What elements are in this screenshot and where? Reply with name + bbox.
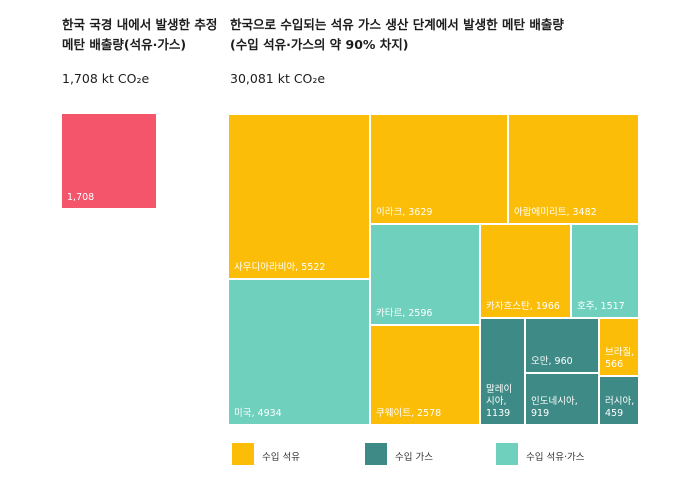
treemap-cell-label-line: 카자흐스탄, 1966 xyxy=(486,301,560,312)
treemap-cell: 카타르, 2596 xyxy=(370,224,480,325)
legend-swatch-oil xyxy=(232,443,254,465)
treemap-cell: 인도네시아, 919 xyxy=(525,373,599,425)
treemap-cell-label-line: 인도네시아, xyxy=(531,396,578,407)
treemap-cell: 쿠웨이트, 2578 xyxy=(370,325,480,425)
treemap-cell-label-line: 919 xyxy=(531,408,550,419)
treemap-cell: 호주, 1517 xyxy=(571,224,639,318)
imported-total: 30,081 kt CO₂e xyxy=(230,71,326,86)
treemap-cell-label-line: 오만, 960 xyxy=(531,356,573,367)
treemap-cell-label: 쿠웨이트, 2578 xyxy=(376,408,441,420)
treemap-cell-label-line: 미국, 4934 xyxy=(234,408,282,419)
domestic-emission-label: 1,708 xyxy=(67,192,95,203)
domestic-title: 한국 국경 내에서 발생한 추정 메탄 배출량(석유·가스) xyxy=(62,15,222,55)
legend-swatch-gas xyxy=(365,443,387,465)
imported-title-line1: 한국으로 수입되는 석유 가스 생산 단계에서 발생한 메탄 배출량 xyxy=(230,17,564,32)
treemap-cell-label: 오만, 960 xyxy=(531,356,573,368)
treemap-cell-label-line: 이라크, 3629 xyxy=(376,207,433,218)
treemap-cell-label-line: 사우디아라비아, 5522 xyxy=(234,262,326,273)
treemap-cell: 미국, 4934 xyxy=(228,279,370,425)
treemap-cell: 말레이 시아, 1139 xyxy=(480,318,525,425)
treemap-cell: 사우디아라비아, 5522 xyxy=(228,114,370,279)
treemap-cell-label-line: 566 xyxy=(605,359,624,370)
treemap-cell-label-line: 러시아, xyxy=(605,396,635,407)
legend-label-gas: 수입 가스 xyxy=(395,452,433,463)
treemap-cell: 러시아, 459 xyxy=(599,376,639,425)
treemap-cell-label: 카자흐스탄, 1966 xyxy=(486,301,560,313)
treemap-cell-label: 브라질, 566 xyxy=(605,347,634,371)
treemap-cell-label-line: 459 xyxy=(605,408,624,419)
domestic-title-line2: 메탄 배출량(석유·가스) xyxy=(62,37,187,52)
treemap-cell-label: 아랍에미리트, 3482 xyxy=(514,207,597,219)
treemap-cell: 카자흐스탄, 1966 xyxy=(480,224,571,318)
domestic-title-line1: 한국 국경 내에서 발생한 추정 xyxy=(62,17,218,32)
treemap-cell-label: 사우디아라비아, 5522 xyxy=(234,262,325,274)
treemap-cell: 아랍에미리트, 3482 xyxy=(508,114,639,224)
legend-label-oil: 수입 석유 xyxy=(262,452,300,463)
treemap-cell-label: 이라크, 3629 xyxy=(376,207,432,219)
domestic-emission-box: 1,708 xyxy=(62,114,156,208)
legend-label-oil-gas: 수입 석유·가스 xyxy=(526,452,585,463)
treemap-cell-label-line: 시아, xyxy=(486,396,507,407)
treemap-cell-label: 카타르, 2596 xyxy=(376,308,432,320)
treemap-cell: 브라질, 566 xyxy=(599,318,639,376)
imported-title: 한국으로 수입되는 석유 가스 생산 단계에서 발생한 메탄 배출량 (수입 석… xyxy=(230,15,650,55)
treemap-cell-label-line: 아랍에미리트, 3482 xyxy=(514,207,597,218)
treemap-cell-label: 인도네시아, 919 xyxy=(531,396,578,420)
treemap-cell-label-line: 1139 xyxy=(486,408,511,419)
treemap-cell-label: 러시아, 459 xyxy=(605,396,634,420)
treemap-cell-label: 말레이 시아, 1139 xyxy=(486,384,512,420)
legend-swatch-oil-gas xyxy=(496,443,518,465)
treemap-cell-label: 호주, 1517 xyxy=(577,301,625,313)
treemap-cell-label-line: 브라질, xyxy=(605,347,635,358)
treemap-cell: 오만, 960 xyxy=(525,318,599,373)
imported-title-line2: (수입 석유·가스의 약 90% 차지) xyxy=(230,37,409,52)
treemap-cell-label: 미국, 4934 xyxy=(234,408,282,420)
domestic-total: 1,708 kt CO₂e xyxy=(62,71,150,86)
treemap-cell-label-line: 쿠웨이트, 2578 xyxy=(376,408,442,419)
treemap-cell: 이라크, 3629 xyxy=(370,114,508,224)
treemap-cell-label-line: 카타르, 2596 xyxy=(376,308,433,319)
treemap-cell-label-line: 말레이 xyxy=(486,384,513,395)
treemap-cell-label-line: 호주, 1517 xyxy=(577,301,625,312)
